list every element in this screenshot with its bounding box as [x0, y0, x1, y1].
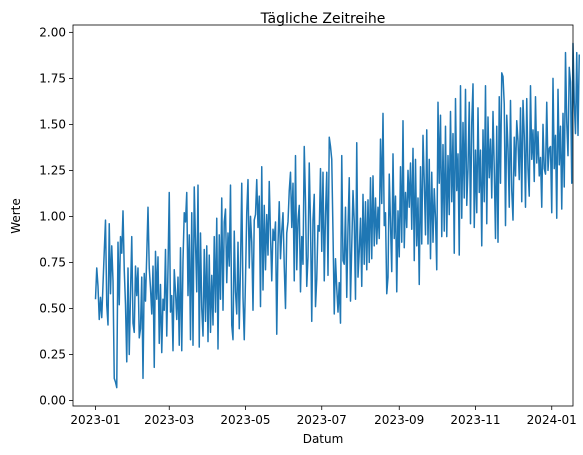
x-tick-label: 2023-05 — [220, 413, 270, 427]
y-tick-label: 1.25 — [39, 163, 66, 177]
y-tick-label: 0.50 — [39, 301, 66, 315]
x-tick-label: 2023-09 — [374, 413, 424, 427]
chart-title: Tägliche Zeitreihe — [260, 11, 386, 27]
y-tick-label: 0.75 — [39, 255, 66, 269]
y-tick-label: 1.50 — [39, 117, 66, 131]
axes-frame — [72, 24, 574, 407]
y-tick-label: 0.25 — [39, 347, 66, 361]
x-tick-label: 2023-07 — [297, 413, 347, 427]
y-tick-label: 1.75 — [39, 71, 66, 85]
x-tick-label: 2023-03 — [144, 413, 194, 427]
x-tick-label: 2024-01 — [527, 413, 577, 427]
x-axis-label: Datum — [303, 432, 344, 446]
x-tick-label: 2023-01 — [70, 413, 120, 427]
y-tick-label: 1.00 — [39, 209, 66, 223]
x-tick-label: 2023-11 — [450, 413, 500, 427]
series-line — [94, 42, 580, 389]
y-tick-label: 2.00 — [39, 25, 66, 39]
y-tick-label: 0.00 — [39, 393, 66, 407]
y-axis-label: Werte — [9, 198, 23, 234]
